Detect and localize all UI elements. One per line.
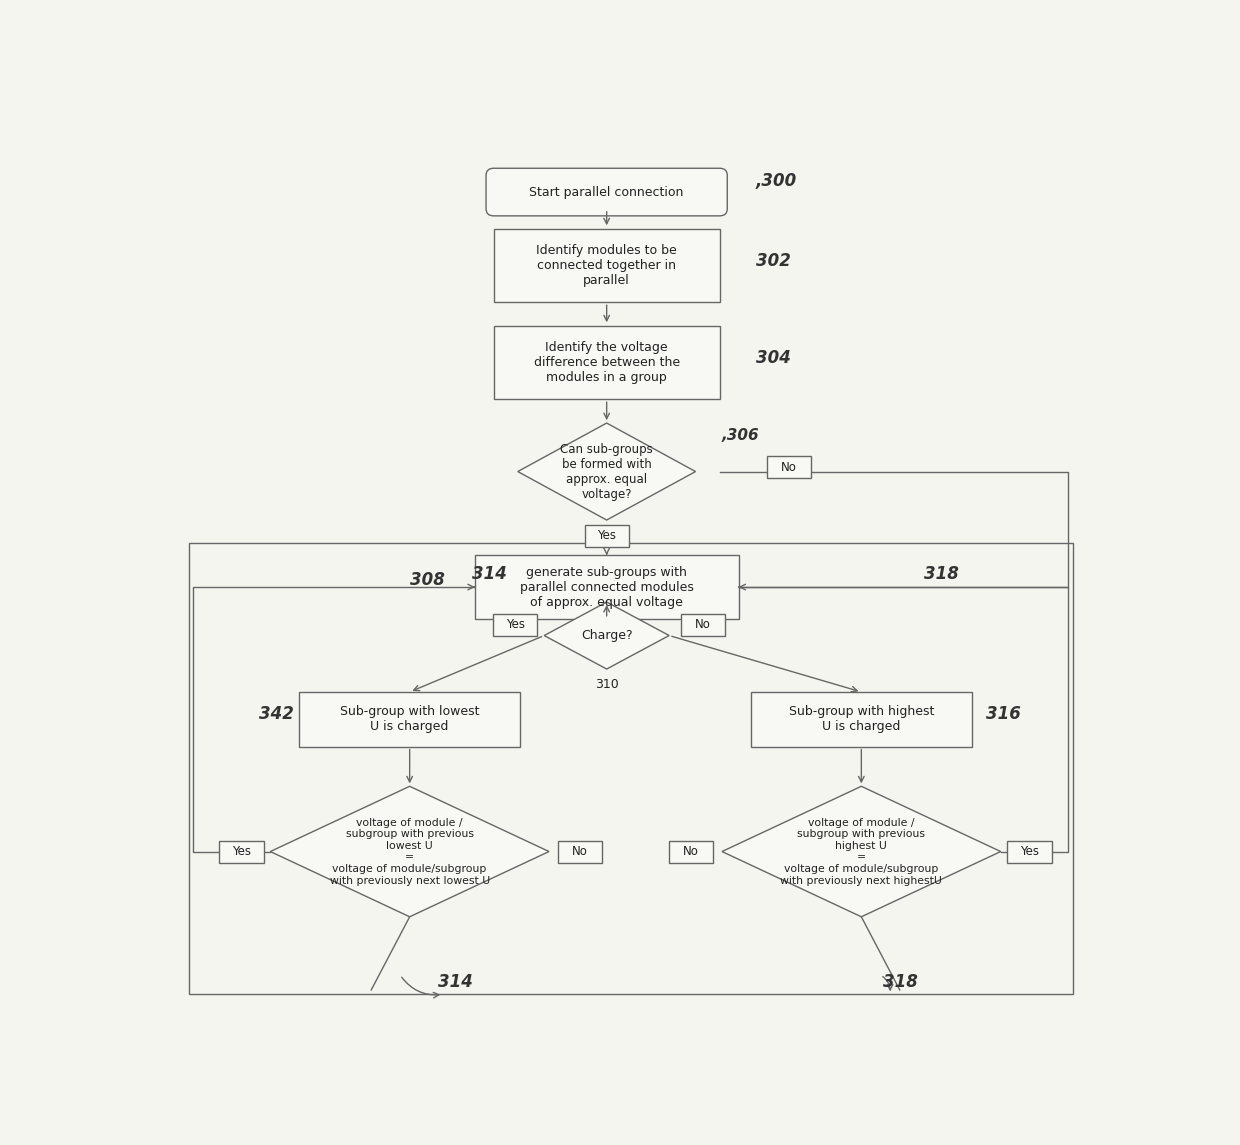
Polygon shape [722, 787, 1001, 917]
FancyBboxPatch shape [751, 692, 972, 747]
Text: voltage of module /
subgroup with previous
highest U
=
voltage of module/subgrou: voltage of module / subgroup with previo… [780, 818, 942, 885]
FancyBboxPatch shape [1007, 840, 1052, 862]
FancyBboxPatch shape [670, 840, 713, 862]
Text: generate sub-groups with
parallel connected modules
of approx. equal voltage: generate sub-groups with parallel connec… [520, 566, 693, 608]
FancyBboxPatch shape [299, 692, 521, 747]
Text: ,300: ,300 [755, 173, 797, 190]
FancyBboxPatch shape [494, 229, 719, 302]
Text: No: No [683, 845, 699, 858]
Text: 342: 342 [259, 705, 294, 722]
Text: 314: 314 [439, 973, 474, 992]
Text: No: No [781, 460, 797, 474]
Text: 308: 308 [409, 571, 445, 589]
Text: Start parallel connection: Start parallel connection [529, 185, 683, 198]
Polygon shape [544, 602, 670, 669]
Text: voltage of module /
subgroup with previous
lowest U
=
voltage of module/subgroup: voltage of module / subgroup with previo… [330, 818, 490, 885]
Text: Yes: Yes [1021, 845, 1039, 858]
Text: 316: 316 [986, 705, 1022, 722]
FancyBboxPatch shape [584, 524, 629, 547]
Text: Yes: Yes [506, 618, 525, 631]
Text: 304: 304 [755, 349, 791, 366]
Text: Charge?: Charge? [580, 629, 632, 642]
Text: 314: 314 [472, 564, 507, 583]
Text: No: No [572, 845, 588, 858]
Text: ,306: ,306 [722, 428, 760, 443]
FancyBboxPatch shape [558, 840, 601, 862]
FancyBboxPatch shape [494, 614, 537, 635]
Text: Yes: Yes [232, 845, 250, 858]
FancyBboxPatch shape [475, 555, 739, 618]
FancyBboxPatch shape [486, 168, 728, 216]
Text: Identify modules to be
connected together in
parallel: Identify modules to be connected togethe… [536, 244, 677, 286]
FancyBboxPatch shape [768, 456, 811, 479]
FancyBboxPatch shape [681, 614, 725, 635]
Text: Sub-group with lowest
U is charged: Sub-group with lowest U is charged [340, 705, 480, 733]
Text: 318: 318 [883, 973, 919, 992]
Text: Sub-group with highest
U is charged: Sub-group with highest U is charged [789, 705, 934, 733]
Polygon shape [518, 423, 696, 520]
Text: Identify the voltage
difference between the
modules in a group: Identify the voltage difference between … [533, 341, 680, 384]
Text: Yes: Yes [598, 529, 616, 543]
Text: No: No [694, 618, 711, 631]
Polygon shape [270, 787, 549, 917]
FancyBboxPatch shape [219, 840, 264, 862]
Text: 318: 318 [924, 564, 959, 583]
Text: 310: 310 [595, 678, 619, 692]
Text: 302: 302 [755, 252, 791, 270]
FancyBboxPatch shape [494, 325, 719, 398]
Text: Can sub-groups
be formed with
approx. equal
voltage?: Can sub-groups be formed with approx. eq… [560, 443, 653, 500]
